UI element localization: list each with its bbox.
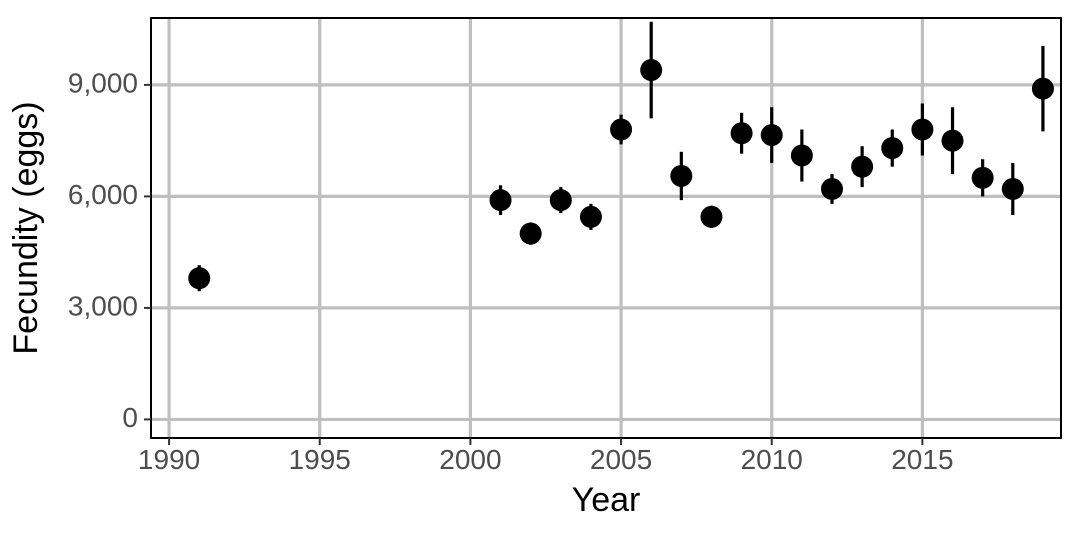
data-point [640,59,662,81]
y-tick-label: 0 [122,402,138,433]
x-tick-label: 2010 [741,444,803,475]
data-point [700,206,722,228]
y-tick-label: 3,000 [68,290,138,321]
y-tick-label: 6,000 [68,179,138,210]
chart-container: 1990 1995 2000 2005 2010 2015 0 3,000 6,000 9,000… [0,0,1080,540]
panel-background [151,18,1061,438]
data-point [942,130,964,152]
data-point [610,119,632,141]
y-axis-title: Fecundity (eggs) [7,101,45,354]
x-tick-label: 1995 [289,444,351,475]
data-point [911,119,933,141]
data-point [791,145,813,167]
y-tick-label: 9,000 [68,67,138,98]
data-point [731,122,753,144]
x-tick-label: 1990 [138,444,200,475]
fecundity-scatter-chart: 1990 1995 2000 2005 2010 2015 0 3,000 6,000 9,000… [0,0,1080,540]
x-tick-label: 2005 [590,444,652,475]
data-point [1002,178,1024,200]
data-point [1032,78,1054,100]
data-point [188,267,210,289]
x-tick-label: 2015 [891,444,953,475]
data-point [520,223,542,245]
x-tick-label: 2000 [439,444,501,475]
data-point [490,189,512,211]
data-point [761,124,783,146]
data-point [851,156,873,178]
data-point [670,165,692,187]
x-axis-title: Year [572,481,641,519]
data-point [580,206,602,228]
data-point [881,137,903,159]
data-point [550,189,572,211]
data-point [821,178,843,200]
data-point [972,167,994,189]
